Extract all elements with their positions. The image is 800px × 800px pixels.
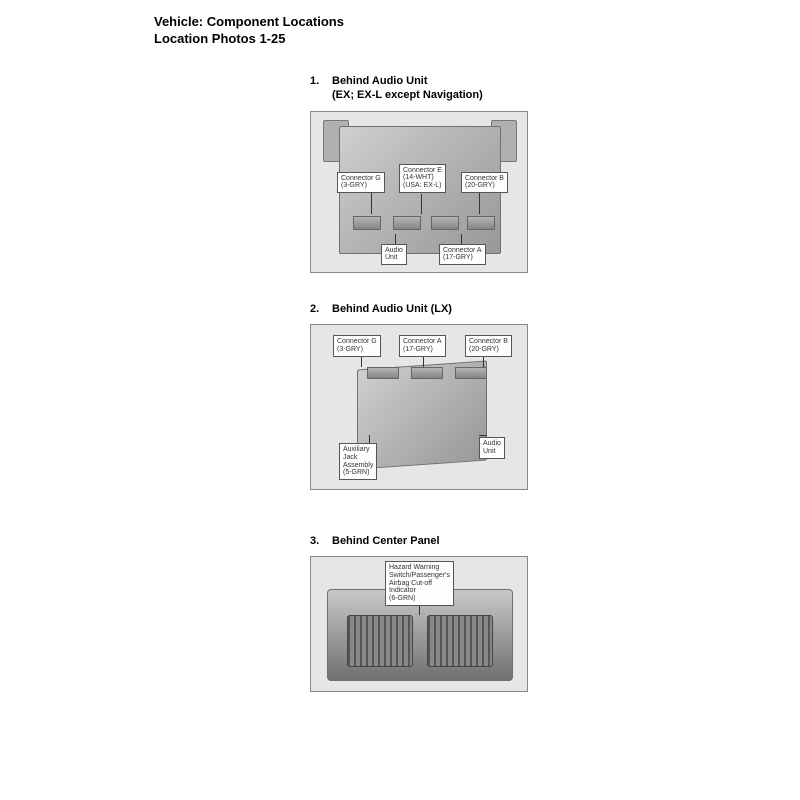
- callout-leader: [371, 190, 372, 214]
- callout-connector-g: Connector G (3-GRY): [337, 172, 385, 193]
- callout-leader: [395, 234, 396, 244]
- section-3-number: 3.: [310, 534, 332, 548]
- section-1: 1. Behind Audio Unit (EX; EX-L except Na…: [310, 74, 528, 273]
- section-2-number: 2.: [310, 302, 332, 316]
- section-2-title: Behind Audio Unit (LX): [332, 302, 452, 316]
- vent-right: [427, 615, 493, 667]
- callout-hazard-switch: Hazard Warning Switch/Passenger's Airbag…: [385, 561, 454, 605]
- connector-slot: [455, 367, 487, 379]
- callout-audio-unit: Audio Unit: [479, 437, 505, 458]
- callout-connector-b: Connector B (20-GRY): [461, 172, 508, 193]
- callout-leader: [461, 234, 462, 244]
- page-header: Vehicle: Component Locations Location Ph…: [154, 14, 344, 48]
- callout-connector-g: Connector G (3-GRY): [333, 335, 381, 356]
- connector-slot: [467, 216, 495, 230]
- header-line-1: Vehicle: Component Locations: [154, 14, 344, 31]
- callout-leader: [479, 435, 487, 436]
- section-3: 3. Behind Center Panel Hazard Warning Sw…: [310, 534, 528, 692]
- vent-left: [347, 615, 413, 667]
- callout-connector-b: Connector B (20-GRY): [465, 335, 512, 356]
- photo-1: Connector G (3-GRY) Connector E (14-WHT)…: [310, 111, 528, 273]
- section-1-title: Behind Audio Unit (EX; EX-L except Navig…: [332, 74, 483, 103]
- section-3-title: Behind Center Panel: [332, 534, 440, 548]
- callout-leader: [421, 194, 422, 214]
- callout-connector-e: Connector E (14-WHT) (USA: EX-L): [399, 164, 446, 193]
- section-1-number: 1.: [310, 74, 332, 88]
- callout-aux-jack: Auxiliary Jack Assembly (5-GRN): [339, 443, 377, 480]
- connector-slot: [411, 367, 443, 379]
- callout-connector-a: Connector A (17-GRY): [399, 335, 446, 356]
- connector-slot: [431, 216, 459, 230]
- callout-leader: [479, 190, 480, 214]
- connector-slot: [367, 367, 399, 379]
- callout-audio-unit: Audio Unit: [381, 244, 407, 265]
- connector-slot: [353, 216, 381, 230]
- header-line-2: Location Photos 1-25: [154, 31, 344, 48]
- connector-slot: [393, 216, 421, 230]
- callout-connector-a: Connector A (17-GRY): [439, 244, 486, 265]
- photo-3: Hazard Warning Switch/Passenger's Airbag…: [310, 556, 528, 692]
- section-2: 2. Behind Audio Unit (LX) Connector G (3…: [310, 302, 528, 490]
- photo-2: Connector G (3-GRY) Connector A (17-GRY)…: [310, 324, 528, 490]
